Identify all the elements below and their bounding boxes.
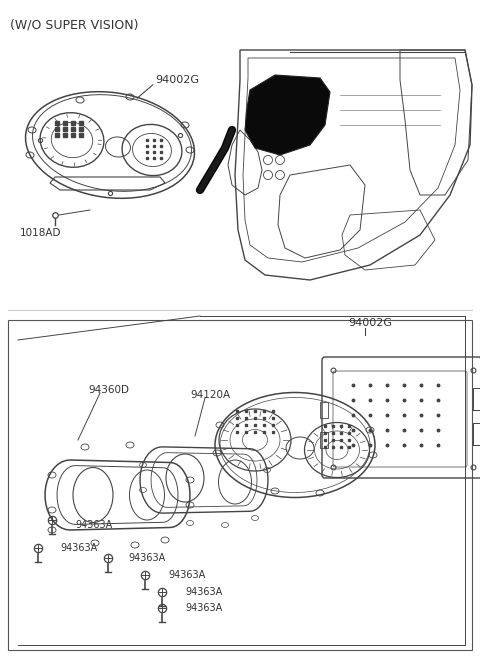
- Text: 94002G: 94002G: [348, 318, 392, 328]
- Text: 94363A: 94363A: [75, 520, 112, 530]
- Text: 94363A: 94363A: [128, 553, 165, 563]
- Bar: [320, 432, 328, 448]
- Text: 94120A: 94120A: [190, 390, 230, 400]
- Bar: [320, 402, 328, 418]
- Bar: [473, 423, 480, 445]
- Bar: [473, 388, 480, 410]
- Text: 94363A: 94363A: [60, 543, 97, 553]
- Text: 94363A: 94363A: [168, 570, 205, 580]
- Text: 94002G: 94002G: [155, 75, 199, 85]
- Text: 94363A: 94363A: [185, 587, 222, 597]
- Text: 94360D: 94360D: [88, 385, 129, 395]
- Text: 94363A: 94363A: [185, 603, 222, 613]
- Polygon shape: [245, 75, 330, 155]
- Text: 1018AD: 1018AD: [20, 228, 61, 238]
- Bar: [8, 320, 472, 650]
- Text: (W/O SUPER VISION): (W/O SUPER VISION): [10, 18, 139, 31]
